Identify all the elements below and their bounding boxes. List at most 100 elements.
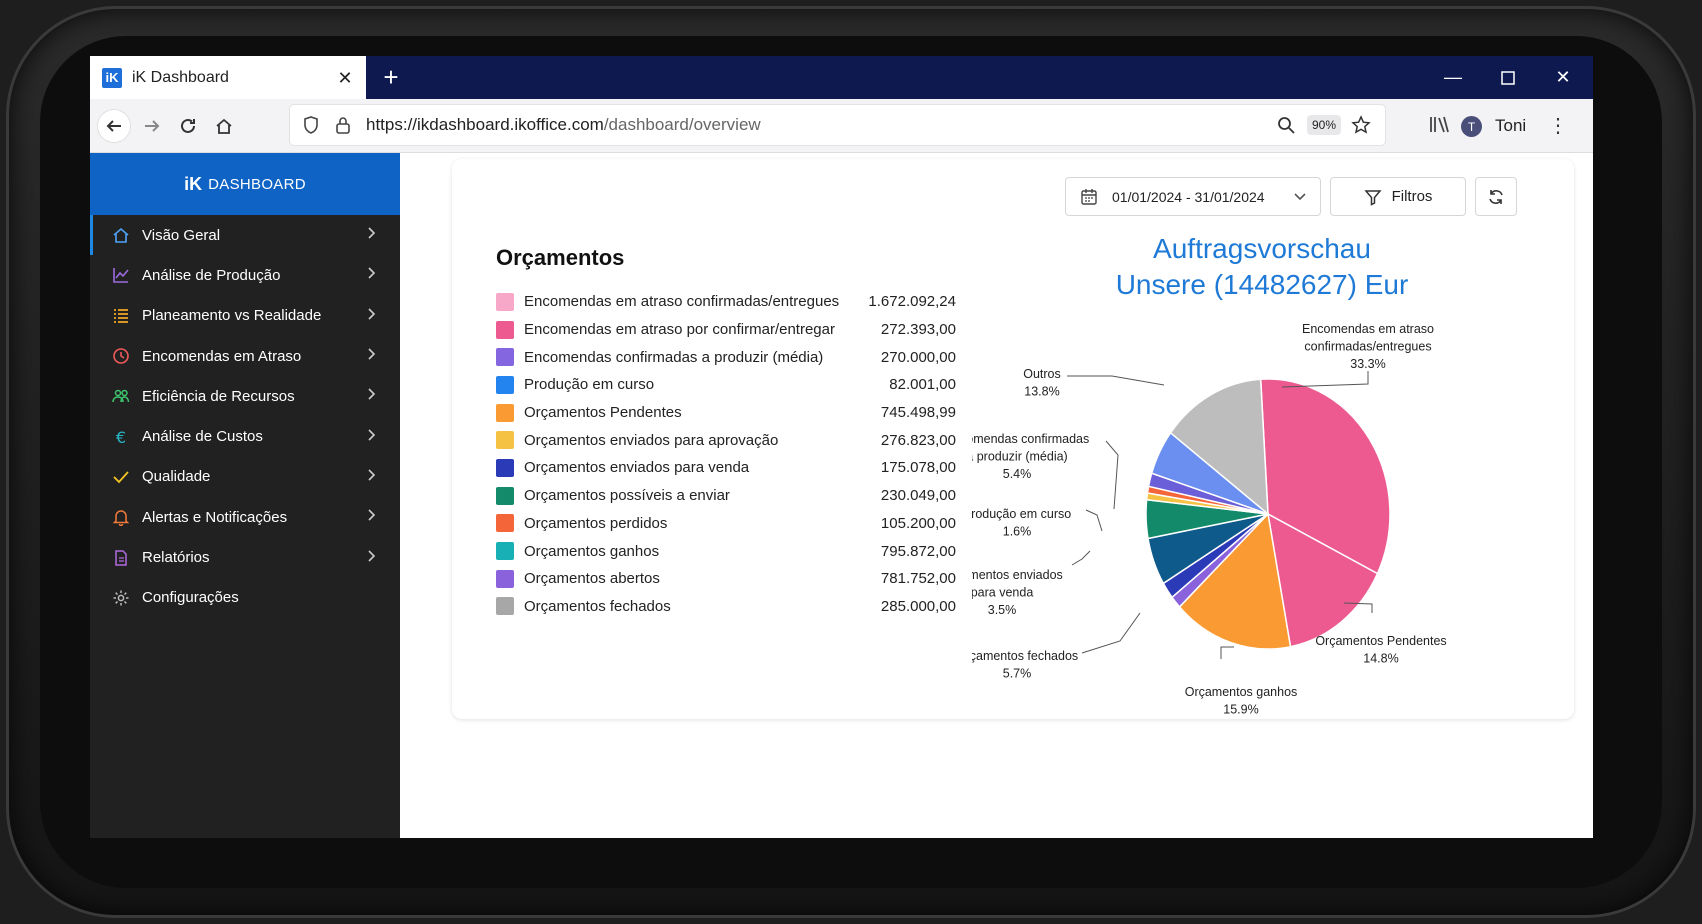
refresh-icon <box>1489 189 1503 204</box>
legend-value: 105.200,00 <box>880 514 956 532</box>
callout-label: Produção em curso <box>972 507 1071 521</box>
reload-icon <box>181 118 195 133</box>
sidebar-item-label: Qualidade <box>142 468 211 486</box>
sidebar-item-10[interactable]: Configurações <box>90 578 400 618</box>
main-area: 01/01/2024 - 31/01/2024 Filtros Orçament… <box>400 153 1593 838</box>
close-tab-icon[interactable]: ✕ <box>337 67 353 88</box>
reload-button[interactable] <box>172 110 204 142</box>
legend-item[interactable]: Orçamentos fechados 285.000,00 <box>496 593 956 621</box>
legend-item[interactable]: Orçamentos abertos 781.752,00 <box>496 565 956 593</box>
sidebar-item-6[interactable]: € Análise de Custos <box>90 416 400 456</box>
legend-label: Orçamentos enviados para venda <box>524 459 750 477</box>
refresh-button[interactable] <box>1475 177 1517 216</box>
callout-label: Orçamentos Pendentes <box>1315 634 1446 648</box>
callout-label: 1.6% <box>1003 525 1032 539</box>
chart-title-line1: Auftragsvorschau <box>1153 233 1371 264</box>
zoom-level-badge[interactable]: 90% <box>1306 115 1341 135</box>
sidebar-item-4[interactable]: Encomendas em Atraso <box>90 336 400 376</box>
forward-button[interactable] <box>136 110 168 142</box>
shield-icon[interactable] <box>300 114 322 136</box>
browser-tab[interactable]: iK iK Dashboard ✕ <box>90 56 366 99</box>
search-icon[interactable] <box>1275 114 1297 136</box>
lock-icon[interactable] <box>332 114 354 136</box>
pie-slice[interactable] <box>1178 512 1292 650</box>
kebab-menu-icon[interactable]: ⋮ <box>1548 115 1568 137</box>
sidebar-item-label: Relatórios <box>142 549 210 567</box>
sidebar-item-label: Eficiência de Recursos <box>142 387 295 405</box>
sidebar-item-9[interactable]: Relatórios <box>90 537 400 577</box>
bookmark-star-icon[interactable] <box>1349 113 1373 137</box>
list-icon <box>110 305 132 327</box>
avatar[interactable]: T <box>1461 116 1482 137</box>
browser-toolbar: https://ikdashboard.ikoffice.com/dashboa… <box>90 99 1593 153</box>
callout-label: 15.9% <box>1223 703 1258 717</box>
home-button[interactable] <box>208 110 240 142</box>
callout-label: 3.5% <box>988 603 1017 617</box>
favicon-icon: iK <box>102 67 122 88</box>
filters-label: Filtros <box>1391 188 1433 205</box>
pie-slice[interactable] <box>1169 378 1269 516</box>
date-range-text: 01/01/2024 - 31/01/2024 <box>1112 188 1265 205</box>
sidebar-item-1[interactable]: Visão Geral <box>90 215 400 256</box>
pie-chart: Encomendas em atraso confirmadas/entregue… <box>972 322 1447 717</box>
user-name[interactable]: Toni <box>1495 116 1527 135</box>
callout-label: Orçamentos fechados <box>972 649 1078 663</box>
legend-label: Encomendas em atraso confirmadas/entregu… <box>524 293 840 311</box>
legend-value: 175.078,00 <box>880 459 956 477</box>
sidebar-item-label: Alertas e Notificações <box>142 508 288 526</box>
sidebar-item-7[interactable]: Qualidade <box>90 457 400 497</box>
url-host: https://ikdashboard.ikoffice.com <box>366 115 604 134</box>
filters-button[interactable]: Filtros <box>1330 177 1466 216</box>
minimize-icon[interactable]: — <box>1444 67 1462 87</box>
brand-header[interactable]: iK DASHBOARD <box>90 153 400 215</box>
legend-swatch <box>496 348 514 367</box>
legend-item[interactable]: Orçamentos ganhos 795.872,00 <box>496 537 956 565</box>
calendar-icon <box>1081 188 1097 205</box>
callout-label: 33.3% <box>1350 357 1385 371</box>
legend-item[interactable]: Orçamentos enviados para aprovação 276.82… <box>496 426 956 454</box>
callout-label: 14.8% <box>1363 652 1398 666</box>
home-icon <box>110 224 132 246</box>
legend-label: Orçamentos enviados para aprovação <box>524 431 779 449</box>
legend-swatch <box>496 569 514 588</box>
date-range-picker[interactable]: 01/01/2024 - 31/01/2024 <box>1065 177 1321 216</box>
callout-label: 13.8% <box>1024 385 1059 399</box>
legend-item[interactable]: Encomendas em atraso confirmadas/entregu… <box>496 288 956 316</box>
chevron-right-icon <box>368 508 382 526</box>
legend-item[interactable]: Produção em curso 82.001,00 <box>496 371 956 399</box>
callout-leader-line <box>1281 371 1369 388</box>
legend-item[interactable]: Orçamentos possíveis a enviar 230.049,00 <box>496 482 956 510</box>
url-text[interactable]: https://ikdashboard.ikoffice.com/dashboa… <box>366 115 1275 135</box>
legend-item[interactable]: Encomendas em atraso por confirmar/entre… <box>496 316 956 344</box>
callout-label: 5.4% <box>1003 467 1032 481</box>
pie-slice[interactable] <box>1259 378 1391 575</box>
sidebar-item-3[interactable]: Planeamento vs Realidade <box>90 296 400 336</box>
callout-label: 5.7% <box>1003 667 1032 681</box>
callout-label: Orçamentos enviados <box>972 568 1063 582</box>
tab-title: iK Dashboard <box>132 68 229 86</box>
card-title: Orçamentos <box>496 245 625 270</box>
sidebar-item-2[interactable]: Análise de Produção <box>90 255 400 295</box>
new-tab-button[interactable]: + <box>383 62 399 92</box>
users-icon <box>110 385 132 407</box>
legend-swatch <box>496 486 514 505</box>
sidebar-item-label: Análise de Custos <box>142 428 263 446</box>
legend-item[interactable]: Orçamentos Pendentes 745.498,99 <box>496 399 956 427</box>
gear-icon <box>110 587 132 609</box>
legend-value: 276.823,00 <box>880 431 956 449</box>
document-icon <box>110 547 132 569</box>
back-button[interactable] <box>98 110 130 142</box>
legend-item[interactable]: Encomendas confirmadas a produzir (média… <box>496 343 956 371</box>
sidebar-item-8[interactable]: Alertas e Notificações <box>90 497 400 537</box>
library-icon[interactable] <box>1428 114 1452 138</box>
close-window-icon[interactable]: ✕ <box>1555 67 1571 87</box>
svg-text:€: € <box>116 428 126 446</box>
legend-swatch <box>496 431 514 450</box>
sidebar-item-5[interactable]: Eficiência de Recursos <box>90 376 400 416</box>
legend-item[interactable]: Orçamentos enviados para venda 175.078,00 <box>496 454 956 482</box>
legend-item[interactable]: Orçamentos perdidos 105.200,00 <box>496 510 956 538</box>
maximize-icon[interactable] <box>1480 56 1536 99</box>
address-bar[interactable]: https://ikdashboard.ikoffice.com/dashboa… <box>290 105 1385 145</box>
pie-slice[interactable] <box>1267 512 1379 648</box>
bell-icon <box>110 506 132 528</box>
